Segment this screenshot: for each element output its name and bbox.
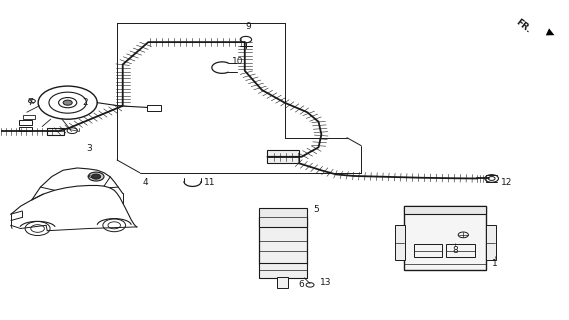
Text: FR.: FR.	[514, 18, 532, 35]
Bar	[403, 206, 486, 214]
Bar	[19, 120, 32, 125]
Text: 13: 13	[320, 278, 331, 287]
Bar	[19, 126, 32, 131]
Text: 2: 2	[82, 98, 88, 107]
Text: 11: 11	[204, 178, 215, 187]
Text: 3: 3	[86, 144, 92, 153]
Bar	[259, 263, 307, 278]
Circle shape	[92, 174, 101, 179]
Text: 7: 7	[27, 98, 33, 107]
Bar	[23, 115, 35, 119]
Bar	[47, 127, 64, 135]
Bar	[259, 217, 307, 264]
Bar	[277, 277, 288, 288]
Circle shape	[88, 172, 104, 181]
Text: 1: 1	[492, 259, 497, 268]
Text: 9: 9	[246, 22, 251, 31]
Bar	[486, 225, 496, 260]
Text: 4: 4	[143, 178, 149, 187]
Bar	[147, 105, 162, 111]
Text: 8: 8	[452, 246, 457, 255]
Bar	[446, 244, 475, 257]
Bar	[414, 244, 442, 257]
Bar	[403, 206, 486, 270]
Text: 5: 5	[313, 205, 319, 214]
Bar	[259, 208, 307, 227]
Bar	[267, 150, 299, 163]
Bar	[395, 225, 405, 260]
Text: 12: 12	[501, 178, 513, 187]
Circle shape	[63, 100, 72, 105]
Text: 6: 6	[299, 280, 304, 289]
Text: 10: 10	[232, 57, 244, 66]
